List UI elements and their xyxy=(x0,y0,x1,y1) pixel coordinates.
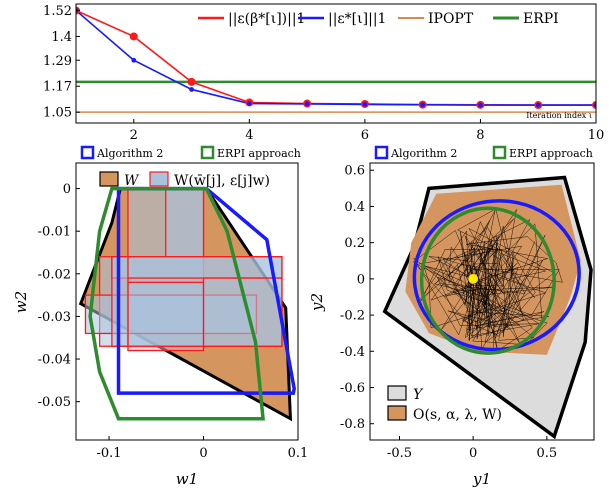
x-tick-label: -0.5 xyxy=(387,446,412,461)
y-tick-label: 0 xyxy=(63,182,71,197)
y-tick-label: 0.4 xyxy=(344,200,365,215)
series1-point xyxy=(535,102,541,108)
y-ticks: -0.5 0 0.5 0.6 0.4 0.2 0 -0.2 -0.4 -0.6 -0.8 xyxy=(340,164,557,461)
x-tick-label: 0.5 xyxy=(536,446,557,461)
x-tick-label: 0 xyxy=(199,446,207,461)
y-tick-label: -0.4 xyxy=(340,345,365,360)
y-plot-area xyxy=(382,175,593,440)
legend-swatch xyxy=(80,145,95,160)
y-axes-frame xyxy=(369,162,595,441)
iteration-chart: 2 4 6 8 101.521.41.291.171.05 ||ε(β*[ι])||1 |… xyxy=(43,3,604,143)
erpi-outline xyxy=(419,206,556,355)
series1-point xyxy=(420,102,426,108)
legend-swatch xyxy=(374,145,389,160)
y-tick-label: 1.4 xyxy=(51,30,72,45)
y-tick-label: 1.29 xyxy=(43,54,72,69)
x-tick-label: 10 xyxy=(588,128,605,143)
legend-label: ERPI xyxy=(523,11,559,27)
y-tick-label: 0.2 xyxy=(344,236,365,251)
legend-label: O(s, α, λ, W) xyxy=(413,407,502,423)
legend-label: Y xyxy=(413,387,424,403)
x-tick-label: 8 xyxy=(476,128,484,143)
iteration-ticks: 2 4 6 8 10 1.52 1.4 1.29 1.17 1.05 xyxy=(43,4,604,143)
center-point xyxy=(468,273,479,284)
legend-swatch xyxy=(492,145,507,160)
iteration-plot-area xyxy=(76,6,596,113)
x-tick-label: 0.1 xyxy=(288,446,309,461)
legend-label: Algorithm 2 xyxy=(390,147,457,160)
legend-swatch xyxy=(387,405,407,421)
w-box xyxy=(127,281,205,347)
legend-swatch xyxy=(149,171,169,187)
series-line-1 xyxy=(76,9,596,106)
x-tick-label: 0 xyxy=(469,446,477,461)
y-tick-label: -0.2 xyxy=(340,309,365,324)
legend-label: ||ε*[ι]||1 xyxy=(328,11,386,27)
w-chart: -0.1 0 0.1 0 -0.01 -0.02 -0.03 -0.04 -0.05 Algor… xyxy=(12,145,309,488)
w-xlabel: w1 xyxy=(176,470,198,488)
y-tick-label: 1.05 xyxy=(43,106,72,121)
y-legend: Algorithm 2 ERPI approach Y O(s, α, λ, W) xyxy=(374,145,593,423)
w-plot-area xyxy=(78,186,297,422)
x-tick-label: 6 xyxy=(361,128,369,143)
x-tick-label: -0.1 xyxy=(97,446,122,461)
legend-label: IPOPT xyxy=(428,11,474,27)
y-tick-label: 1.52 xyxy=(43,4,72,19)
legend-swatch xyxy=(387,385,407,401)
legend-label: W xyxy=(124,173,140,189)
legend-label: Algorithm 2 xyxy=(96,147,163,160)
series0-point xyxy=(187,77,196,86)
legend-swatch xyxy=(200,145,215,160)
series1-point xyxy=(131,57,137,63)
y-tick-label: -0.6 xyxy=(340,381,365,396)
series1-point xyxy=(246,101,252,106)
w-box xyxy=(111,256,283,279)
w-legend: Algorithm 2 ERPI approach W W(w̄[j], ε[j]w) xyxy=(80,145,301,189)
w-ylabel: w2 xyxy=(12,291,30,313)
erpi-outline-group xyxy=(419,206,556,355)
w-box xyxy=(165,187,205,258)
legend-label: ERPI approach xyxy=(509,147,593,160)
y-tick-label: -0.05 xyxy=(38,395,71,410)
x-tick-label: 2 xyxy=(130,128,138,143)
y-tick-label: -0.03 xyxy=(38,310,71,325)
x-tick-label: 4 xyxy=(245,128,253,143)
trajectory-path xyxy=(413,207,563,355)
w-axes-frame xyxy=(75,162,299,441)
legend-label: ERPI approach xyxy=(217,147,301,160)
y-tick-label: -0.04 xyxy=(38,353,71,368)
y-chart: -0.5 0 0.5 0.6 0.4 0.2 0 -0.2 -0.4 -0.6 -0.8 Algor… xyxy=(308,145,595,488)
iteration-xlabel: Iteration index ι xyxy=(526,111,592,120)
y-tick-label: 1.17 xyxy=(43,80,72,95)
y-tick-label: -0.02 xyxy=(38,267,71,282)
y-xlabel: y1 xyxy=(472,470,491,488)
erpi-outline xyxy=(88,186,265,421)
legend-label: ||ε(β*[ι])||1 xyxy=(228,11,305,27)
y-ylabel: y2 xyxy=(308,293,326,312)
series1-point xyxy=(304,101,310,107)
y-tick-label: 0.6 xyxy=(344,164,365,179)
series1-point xyxy=(478,102,483,108)
y-tick-label: -0.01 xyxy=(38,225,71,240)
series1-point xyxy=(189,87,194,92)
series0-point xyxy=(129,32,138,41)
w-ticks: -0.1 0 0.1 0 -0.01 -0.02 -0.03 -0.04 -0.05 xyxy=(38,182,309,461)
iteration-axes-frame xyxy=(75,3,597,124)
iteration-legend: ||ε(β*[ι])||1 ||ε*[ι]||1 IPOPT ERPI xyxy=(198,11,559,27)
y-tick-label: -0.8 xyxy=(340,417,365,432)
series1-point xyxy=(593,102,596,108)
series1-point xyxy=(362,101,368,107)
legend-label: W(w̄[j], ε[j]w) xyxy=(174,173,270,189)
legend-swatch xyxy=(99,171,119,187)
y-tick-label: 0 xyxy=(357,272,365,287)
